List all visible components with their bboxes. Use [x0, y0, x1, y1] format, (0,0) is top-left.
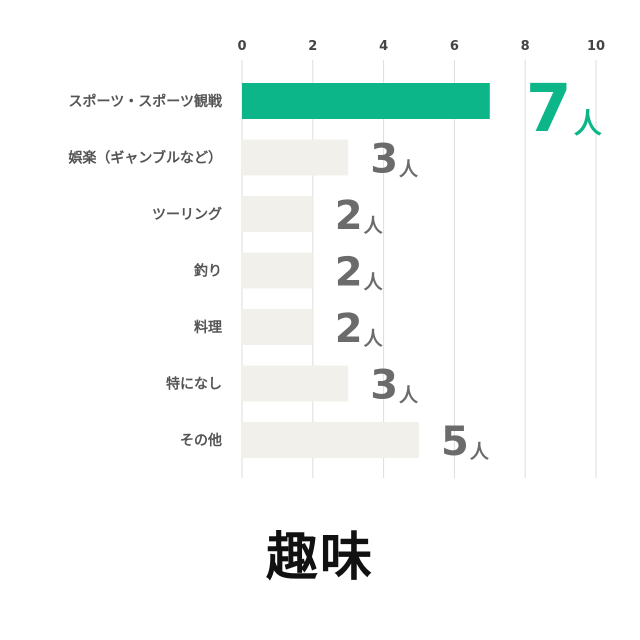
bar: [242, 252, 313, 289]
data-label: 3人: [370, 363, 419, 409]
category-label: ツーリング: [152, 206, 222, 223]
category-label: 娯楽（ギャンブルなど）: [68, 150, 222, 167]
category-label: その他: [180, 432, 222, 449]
category-label: 料理: [194, 319, 222, 336]
chart-title: 趣味: [265, 528, 374, 588]
category-label: 特になし: [166, 376, 222, 393]
bar: [242, 196, 313, 232]
grid-lines: [241, 60, 597, 478]
x-tick-label: 0: [237, 39, 246, 54]
x-tick-label: 2: [308, 39, 317, 54]
data-label: 2人: [335, 250, 384, 296]
bar: [242, 139, 349, 176]
data-label: 7人: [526, 70, 602, 147]
x-tick-label: 10: [587, 39, 605, 54]
bar: [242, 83, 490, 119]
bar: [242, 422, 419, 458]
x-tick-label: 6: [450, 39, 459, 54]
bars: [242, 83, 490, 458]
category-label: 釣り: [194, 263, 222, 280]
x-tick-label: 8: [521, 39, 530, 54]
data-labels: 7人 3人 2人 2人 2人 3人 5人: [335, 70, 602, 465]
bar: [242, 365, 349, 402]
x-axis-ticks: 0 2 4 6 8 10: [237, 39, 605, 54]
bar: [242, 309, 313, 345]
data-label: 3人: [370, 137, 419, 183]
data-label: 5人: [441, 419, 490, 465]
data-label: 2人: [335, 306, 384, 352]
x-tick-label: 4: [379, 39, 388, 54]
data-label: 2人: [335, 193, 384, 239]
category-label: スポーツ・スポーツ観戦: [69, 93, 223, 110]
